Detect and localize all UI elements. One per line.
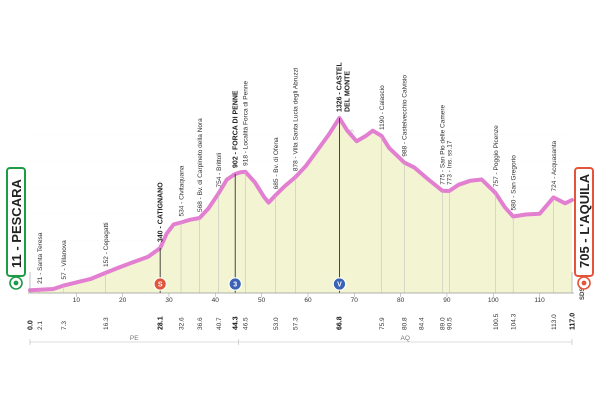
waypoint-label: 775 - San Pio delle Camere	[440, 104, 447, 184]
km-label: 66.8	[337, 316, 344, 330]
distance-tick-label: 100	[488, 297, 499, 304]
distance-tick-label: 40	[212, 297, 220, 304]
profile-line	[28, 116, 574, 293]
marker-symbol: V	[337, 282, 342, 289]
km-label: 90.5	[447, 317, 454, 330]
waypoint-label: 757 - Poggio Picenze	[493, 125, 500, 187]
waypoint-label: 685 - Bv. di Ofena	[273, 137, 280, 189]
km-label: 46.5	[243, 317, 250, 330]
waypoint-label: 568 - Bv. di Carpineto della Nora	[197, 118, 204, 212]
start-box-icon-dot	[13, 280, 19, 286]
distance-tick-label: 60	[304, 297, 312, 304]
sprint-marker-icon	[153, 277, 167, 291]
km-label: 75.9	[379, 317, 386, 330]
km-label: 36.6	[197, 317, 204, 330]
start-box: 11 - PESCARA	[6, 167, 26, 290]
region-label: PE	[130, 335, 139, 342]
km-label: 44.3	[233, 316, 240, 330]
km-label: 28.1	[157, 316, 164, 330]
distance-tick-label: 20	[119, 297, 127, 304]
waypoint-label: 754 - Brittoli	[216, 153, 223, 188]
waypoint-label: 918 - Località Forca di Penne	[243, 81, 250, 166]
marker-symbol: 3	[233, 282, 237, 289]
start-box-label: 11 - PESCARA	[9, 179, 24, 268]
distance-tick-label: 70	[351, 297, 359, 304]
km-label: 104.3	[510, 313, 517, 330]
waypoint-label: 21 - Santa Teresa	[37, 232, 44, 284]
waypoint-label: 902 - FORCA DI PENNE	[233, 90, 240, 168]
waypoint-label: 580 - San Gregorio	[510, 155, 517, 211]
waypoint-label: 152 - Cepagatti	[103, 222, 110, 266]
km-label: 113.0	[551, 314, 558, 330]
km-label: 89.0	[440, 317, 447, 330]
marker-symbol: S	[158, 282, 163, 289]
distance-tick-label: 10	[73, 297, 81, 304]
waypoint-label: 878 - Villa Santa Lucia degli Abruzzi	[293, 68, 300, 172]
waypoint-label-line2: DEL MONTE	[344, 71, 351, 112]
km-label: 40.7	[216, 317, 223, 330]
km-label: 57.3	[293, 317, 300, 330]
km-label: 80.8	[402, 317, 409, 330]
waypoint-label: 724 - Acquasanta	[551, 140, 558, 191]
kom-marker-icon	[228, 277, 243, 291]
km-label: 7.3	[61, 321, 68, 330]
distance-tick-label: 50	[258, 297, 266, 304]
km-label: 100.5	[493, 313, 500, 330]
waypoint-label: 340 - CATIGNANO	[157, 182, 164, 242]
finish-box-label: 705 - L'AQUILA	[577, 173, 592, 268]
distance-tick-label: 30	[165, 297, 173, 304]
waypoint-label: 57 - Villanova	[61, 240, 68, 280]
credit-label: SDS	[580, 288, 586, 300]
waypoint-label: 1326 - CASTEL	[337, 61, 344, 112]
kom-marker-icon	[332, 277, 347, 291]
distance-tick-label: 90	[443, 297, 451, 304]
km-label: 16.3	[103, 317, 110, 330]
km-label: 84.4	[418, 317, 425, 330]
waypoint-label: 1190 - Calascio	[379, 85, 386, 130]
finish-box-frame	[574, 167, 594, 277]
waypoint-label: 534 - Civitaquana	[178, 165, 185, 216]
distance-tick-label: 80	[397, 297, 405, 304]
km-label: 32.6	[178, 317, 185, 330]
km-label: 53.0	[273, 317, 280, 330]
distance-tick-label: 110	[534, 297, 545, 304]
region-label: AQ	[401, 335, 410, 342]
km-label: 2.1	[37, 321, 44, 330]
km-label: 117.0	[569, 313, 576, 330]
finish-box: 705 - L'AQUILA	[574, 167, 594, 290]
waypoint-label: 773 - Ins. ss.17	[447, 140, 454, 185]
km-label: 0.0	[27, 320, 34, 330]
waypoint-label: 988 - Castelvecchio Calvisio	[402, 75, 409, 157]
start-box-frame	[6, 167, 26, 277]
profile-area-fill	[30, 118, 572, 293]
finish-box-icon-dot	[581, 280, 587, 286]
